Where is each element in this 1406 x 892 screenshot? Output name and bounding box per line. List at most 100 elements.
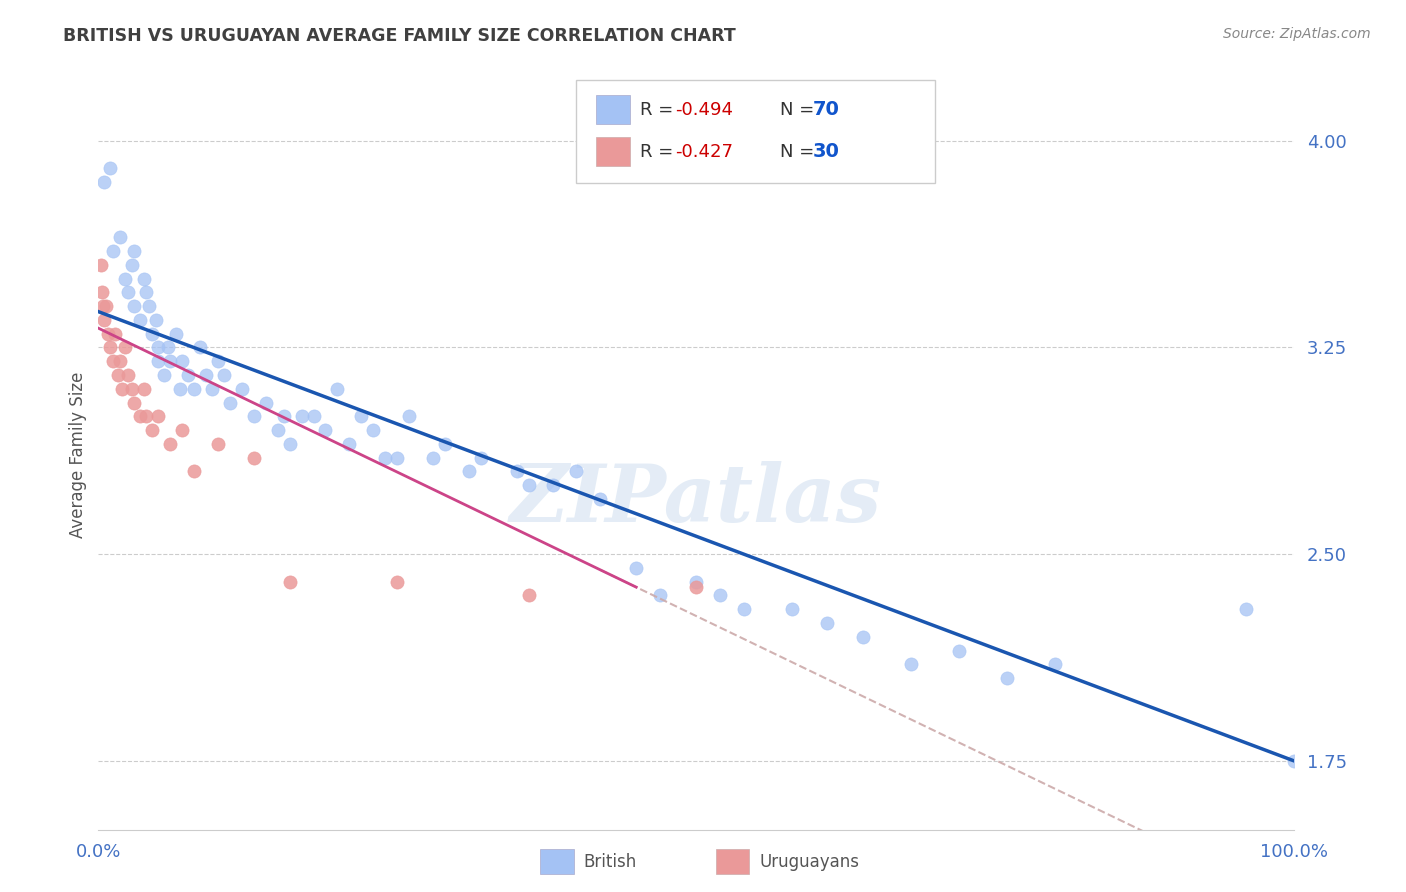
Point [172, 354, 194, 368]
Point [626, 561, 648, 575]
Point [302, 409, 325, 424]
Point [129, 409, 152, 424]
Point [506, 465, 529, 479]
Text: 30: 30 [813, 142, 839, 161]
Point [153, 368, 176, 382]
Point [385, 450, 409, 465]
Point [183, 382, 205, 396]
Point [733, 602, 755, 616]
Point [385, 574, 409, 589]
Text: 70: 70 [813, 100, 839, 120]
Point [93, 175, 115, 189]
Point [458, 465, 481, 479]
Text: Uruguayans: Uruguayans [759, 853, 859, 871]
Point [517, 589, 540, 603]
Point [815, 615, 838, 630]
Point [565, 465, 588, 479]
Y-axis label: Average Family Size: Average Family Size [69, 372, 87, 538]
Point [94, 299, 117, 313]
Point [165, 326, 187, 341]
Point [156, 341, 179, 355]
Point [159, 437, 181, 451]
Text: ZIPatlas: ZIPatlas [510, 461, 882, 539]
Text: N =: N = [780, 143, 820, 161]
Text: BRITISH VS URUGUAYAN AVERAGE FAMILY SIZE CORRELATION CHART: BRITISH VS URUGUAYAN AVERAGE FAMILY SIZE… [63, 27, 735, 45]
Point [267, 423, 290, 437]
Point [141, 326, 163, 341]
Point [780, 602, 803, 616]
Point [148, 409, 170, 424]
Point [129, 313, 152, 327]
Text: N =: N = [780, 101, 820, 119]
Point [231, 382, 253, 396]
Point [111, 382, 134, 396]
Point [422, 450, 444, 465]
Point [117, 368, 139, 382]
Point [315, 423, 337, 437]
Text: -0.494: -0.494 [675, 101, 733, 119]
Text: R =: R = [640, 143, 679, 161]
Point [517, 478, 540, 492]
Point [648, 589, 672, 603]
Point [148, 354, 170, 368]
Point [207, 354, 229, 368]
Point [108, 230, 131, 244]
Point [434, 437, 457, 451]
Point [207, 437, 229, 451]
Point [470, 450, 492, 465]
Point [172, 423, 194, 437]
Point [995, 671, 1018, 685]
Point [589, 491, 612, 506]
Point [254, 395, 277, 409]
Point [117, 285, 139, 300]
Point [541, 478, 564, 492]
Point [101, 354, 124, 368]
Point [177, 368, 200, 382]
Point [145, 313, 167, 327]
Point [948, 643, 970, 657]
Point [169, 382, 191, 396]
Point [148, 341, 170, 355]
Point [132, 382, 155, 396]
Point [97, 326, 120, 341]
Point [1043, 657, 1066, 672]
Point [350, 409, 373, 424]
Point [1282, 754, 1305, 768]
Point [398, 409, 420, 424]
Text: R =: R = [640, 101, 679, 119]
Point [188, 341, 211, 355]
Point [93, 313, 115, 327]
Point [900, 657, 922, 672]
Point [104, 326, 127, 341]
Point [141, 423, 163, 437]
Point [363, 423, 385, 437]
Point [124, 299, 146, 313]
Point [91, 285, 114, 300]
Point [132, 271, 155, 285]
Point [90, 258, 112, 272]
Point [121, 382, 143, 396]
Point [98, 341, 122, 355]
Point [243, 450, 266, 465]
Text: -0.427: -0.427 [675, 143, 733, 161]
Text: Source: ZipAtlas.com: Source: ZipAtlas.com [1223, 27, 1371, 41]
Point [219, 395, 242, 409]
Point [1234, 602, 1257, 616]
Point [108, 354, 131, 368]
Point [326, 382, 349, 396]
Point [124, 395, 146, 409]
Point [195, 368, 218, 382]
Point [201, 382, 224, 396]
Point [91, 299, 114, 313]
Point [135, 285, 157, 300]
Point [243, 409, 266, 424]
Point [159, 354, 181, 368]
Point [124, 244, 146, 258]
Point [101, 244, 124, 258]
Point [183, 465, 205, 479]
Point [339, 437, 361, 451]
Point [107, 368, 129, 382]
Point [374, 450, 396, 465]
Point [852, 630, 875, 644]
Point [114, 271, 136, 285]
